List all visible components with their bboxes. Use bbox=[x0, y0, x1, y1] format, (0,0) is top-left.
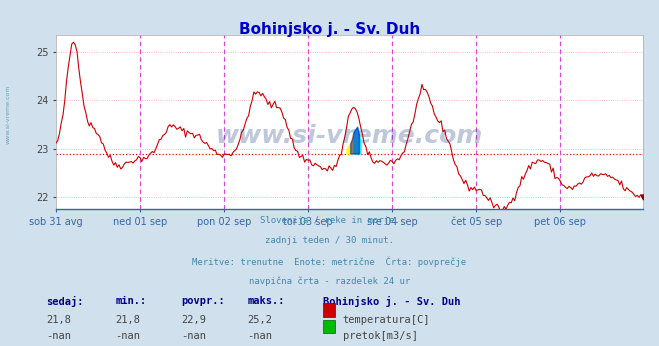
Text: 21,8: 21,8 bbox=[46, 315, 71, 325]
Text: -nan: -nan bbox=[46, 331, 71, 342]
Text: 22,9: 22,9 bbox=[181, 315, 206, 325]
Text: Meritve: trenutne  Enote: metrične  Črta: povprečje: Meritve: trenutne Enote: metrične Črta: … bbox=[192, 256, 467, 267]
Text: Slovenija / reke in morje.: Slovenija / reke in morje. bbox=[260, 216, 399, 225]
Text: www.si-vreme.com: www.si-vreme.com bbox=[5, 84, 11, 144]
Text: sedaj:: sedaj: bbox=[46, 296, 84, 307]
Text: Bohinjsko j. - Sv. Duh: Bohinjsko j. - Sv. Duh bbox=[323, 296, 461, 307]
Text: Bohinjsko j. - Sv. Duh: Bohinjsko j. - Sv. Duh bbox=[239, 22, 420, 37]
Text: zadnji teden / 30 minut.: zadnji teden / 30 minut. bbox=[265, 236, 394, 245]
Text: 25,2: 25,2 bbox=[247, 315, 272, 325]
Text: -nan: -nan bbox=[115, 331, 140, 342]
Text: min.:: min.: bbox=[115, 296, 146, 306]
Text: pretok[m3/s]: pretok[m3/s] bbox=[343, 331, 418, 342]
Text: povpr.:: povpr.: bbox=[181, 296, 225, 306]
Text: www.si-vreme.com: www.si-vreme.com bbox=[215, 124, 483, 148]
Text: -nan: -nan bbox=[247, 331, 272, 342]
Text: -nan: -nan bbox=[181, 331, 206, 342]
Text: temperatura[C]: temperatura[C] bbox=[343, 315, 430, 325]
Text: maks.:: maks.: bbox=[247, 296, 285, 306]
Text: navpična črta - razdelek 24 ur: navpična črta - razdelek 24 ur bbox=[249, 276, 410, 286]
Text: 21,8: 21,8 bbox=[115, 315, 140, 325]
